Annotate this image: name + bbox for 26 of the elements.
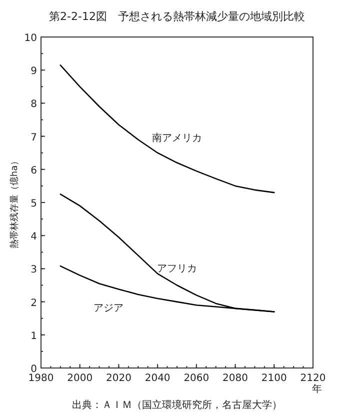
y-tick-label: 2 <box>30 298 37 309</box>
y-tick-label: 10 <box>24 33 37 44</box>
x-tick-label: 2020 <box>106 373 132 384</box>
x-tick-label: 2040 <box>144 373 170 384</box>
x-tick-label: 1980 <box>28 373 54 384</box>
x-tick-label: 2080 <box>222 373 248 384</box>
y-tick-label: 9 <box>30 66 37 78</box>
chart-title: 第2-2-12図 予想される熱帯林減少量の地域別比較 <box>49 10 305 23</box>
y-tick-label: 1 <box>30 330 37 342</box>
y-axis-title: 熱帯林残存量（億ha） <box>9 156 20 249</box>
y-tick-label: 8 <box>30 99 37 110</box>
series-label: アフリカ <box>157 263 197 274</box>
x-tick-label: 2000 <box>67 373 93 384</box>
series-label: 南アメリカ <box>152 132 202 144</box>
x-tick-label: 2100 <box>261 373 287 384</box>
y-tick-label: 6 <box>30 165 37 176</box>
y-tick-label: 0 <box>30 364 37 375</box>
x-tick-label: 2120 <box>300 373 326 384</box>
y-tick-label: 3 <box>30 264 37 276</box>
x-axis-title: 年 <box>312 383 322 395</box>
x-tick-label: 2060 <box>184 373 210 384</box>
series-label: アジア <box>94 303 124 314</box>
y-tick-label: 4 <box>30 232 37 243</box>
source-note: 出典：ＡＩＭ（国立環境研究所，名古屋大学） <box>72 399 282 411</box>
y-tick-label: 7 <box>30 132 37 144</box>
y-tick-label: 5 <box>30 198 37 210</box>
